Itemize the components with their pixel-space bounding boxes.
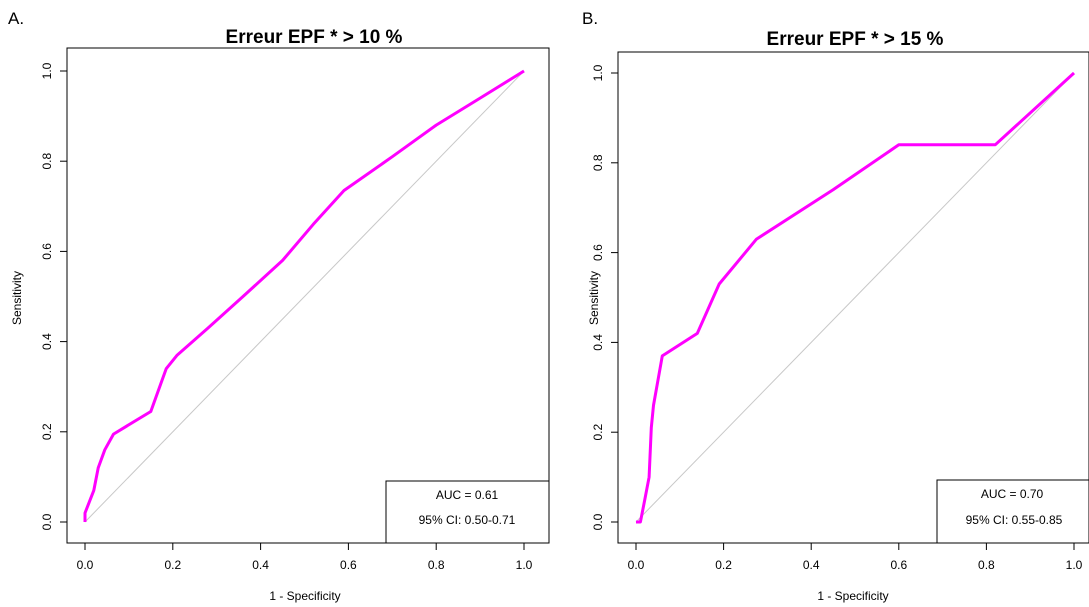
x-tick-label: 0.8 [978, 558, 995, 572]
y-tick-label: 0.0 [591, 513, 605, 530]
panel-a: A. Erreur EPF * > 10 % Sensitivity 1 - S… [8, 9, 550, 603]
y-tick-label: 0.6 [591, 244, 605, 261]
legend-box: AUC = 0.70 95% CI: 0.55-0.85 [936, 479, 1089, 544]
x-tick-label: 0.0 [628, 558, 645, 572]
roc-curve [83, 69, 525, 522]
x-tick-label: 0.8 [428, 558, 445, 572]
reference-diagonal [635, 72, 1075, 523]
legend-frame [385, 480, 550, 544]
axis-ticks: 0.0 0.2 0.4 0.6 0.8 1.0 0.0 0.2 0.4 0.6 0.8 1.0 [40, 62, 533, 572]
y-tick-label: 0.4 [40, 333, 54, 350]
panel-letter: B. [582, 9, 598, 28]
y-axis-label: Sensitivity [10, 271, 24, 325]
y-tick-label: 0.0 [40, 513, 54, 530]
x-axis-label: 1 - Specificity [817, 589, 888, 603]
x-tick-label: 0.4 [803, 558, 820, 572]
x-tick-label: 0.0 [77, 558, 94, 572]
legend-ci: 95% CI: 0.55-0.85 [966, 513, 1063, 527]
x-tick-label: 1.0 [516, 558, 533, 572]
y-tick-label: 0.6 [40, 243, 54, 260]
x-tick-label: 0.2 [164, 558, 181, 572]
y-tick-label: 1.0 [591, 64, 605, 81]
y-axis-label: Sensitivity [587, 271, 601, 325]
x-tick-label: 0.6 [340, 558, 357, 572]
plot-frame [66, 47, 550, 544]
roc-curve [636, 71, 1076, 524]
y-tick-label: 0.2 [40, 423, 54, 440]
reference-diagonal [84, 70, 525, 523]
legend-ci: 95% CI: 0.50-0.71 [419, 513, 516, 527]
y-tick-label: 0.8 [591, 154, 605, 171]
y-tick-label: 0.4 [591, 334, 605, 351]
y-tick-label: 1.0 [40, 62, 54, 79]
y-tick-label: 0.2 [591, 424, 605, 441]
legend-frame [936, 479, 1089, 544]
x-tick-label: 1.0 [1066, 558, 1083, 572]
x-tick-label: 0.4 [252, 558, 269, 572]
x-tick-label: 0.2 [715, 558, 732, 572]
x-axis-label: 1 - Specificity [269, 589, 340, 603]
legend-box: AUC = 0.61 95% CI: 0.50-0.71 [385, 480, 550, 544]
panel-b: B. Erreur EPF * > 15 % Sensitivity 1 - S… [582, 9, 1089, 603]
plot-frame [617, 51, 1089, 544]
x-tick-label: 0.6 [890, 558, 907, 572]
legend-auc: AUC = 0.61 [436, 488, 499, 502]
panel-letter: A. [8, 9, 24, 28]
y-tick-label: 0.8 [40, 153, 54, 170]
chart-title: Erreur EPF * > 10 % [226, 27, 403, 48]
axis-ticks: 0.0 0.2 0.4 0.6 0.8 1.0 0.0 0.2 0.4 0.6 0.8 1.0 [591, 64, 1083, 572]
chart-title: Erreur EPF * > 15 % [767, 29, 944, 50]
legend-auc: AUC = 0.70 [981, 487, 1044, 501]
